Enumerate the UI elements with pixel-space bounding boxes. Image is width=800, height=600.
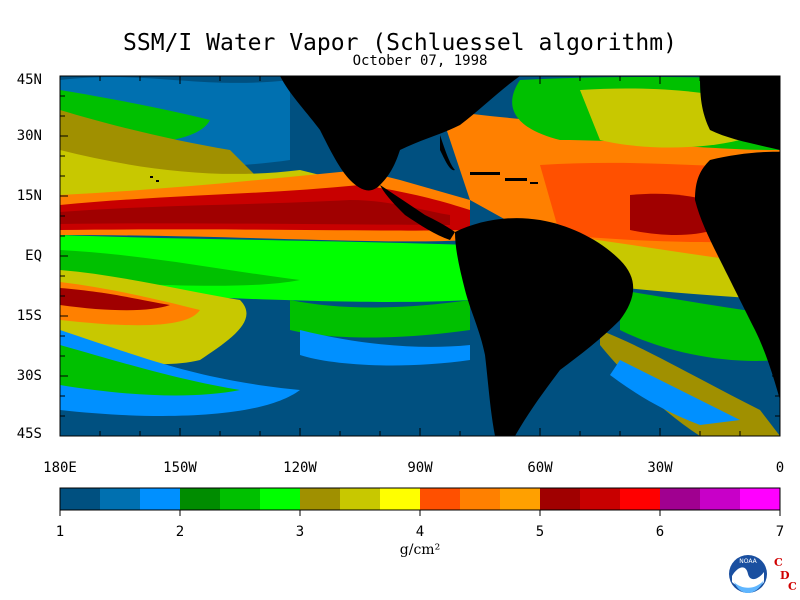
lat-label-15n: 15N [16,188,42,204]
noaa-text: NOAA [739,558,757,565]
colorbar-tick-5: 5 [535,524,545,540]
colorbar-swatch [180,488,221,510]
colorbar-swatch [220,488,261,510]
map-title: SSM/I Water Vapor (Schluessel algorithm) [123,30,677,56]
colorbar-tick-4: 4 [415,524,425,540]
colorbar-frame [59,487,781,511]
lon-label-30w: 30W [647,460,673,476]
lat-label-45n: 45N [16,72,42,88]
lat-label-eq: EQ [25,248,42,264]
colorbar-units: g/cm² [399,542,441,558]
colorbar-swatch [140,488,181,510]
cdc-letter-d: D [780,569,790,582]
colorbar-swatch [580,488,621,510]
lon-label-180e: 180E [43,460,77,476]
colorbar-swatch [100,488,141,510]
colorbar-swatch [60,488,101,510]
colorbar-swatch [740,488,781,510]
land [150,76,780,436]
colorbar-swatch [340,488,381,510]
axis-ticks [59,75,781,516]
lat-label-15s: 15S [16,308,42,324]
lon-label-60w: 60W [527,460,553,476]
colorbar-swatch [700,488,741,510]
colorbar-swatch [500,488,541,510]
colorbar-swatch [420,488,461,510]
colorbar-swatch [540,488,581,510]
map-field [60,76,780,436]
cdc-letter-c1: C [774,556,783,569]
noaa-gull-icon [732,567,764,589]
colorbar-tick-3: 3 [295,524,305,540]
colorbar-swatch [300,488,341,510]
map-date: October 07, 1998 [352,53,488,69]
colorbar-swatch [460,488,501,510]
lat-label-45s: 45S [16,426,42,442]
colorbar-tick-6: 6 [655,524,665,540]
colorbar-swatch [620,488,661,510]
colorbar-swatch [380,488,421,510]
colorbar-swatch [260,488,301,510]
colorbar-tick-1: 1 [55,524,65,540]
colorbar-swatch [660,488,701,510]
noaa-cdc-logo: NOAA C D C [729,555,797,593]
colorbar-tick-7: 7 [775,524,785,540]
cdc-letter-c2: C [788,580,797,593]
colorbar-tick-2: 2 [175,524,185,540]
colorbar [60,488,781,510]
lat-label-30s: 30S [16,368,42,384]
lon-label-0: 0 [775,460,785,476]
lon-label-120w: 120W [283,460,317,476]
lat-label-30n: 30N [16,128,42,144]
lon-label-150w: 150W [163,460,197,476]
lon-label-90w: 90W [407,460,433,476]
